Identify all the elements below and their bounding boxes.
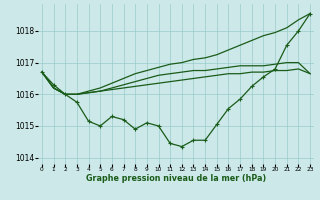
X-axis label: Graphe pression niveau de la mer (hPa): Graphe pression niveau de la mer (hPa) — [86, 174, 266, 183]
